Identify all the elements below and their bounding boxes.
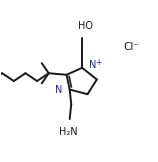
Text: H₂N: H₂N bbox=[59, 127, 77, 137]
Text: +: + bbox=[95, 58, 101, 67]
Text: Cl⁻: Cl⁻ bbox=[124, 42, 140, 52]
Text: N: N bbox=[55, 85, 63, 95]
Text: HO: HO bbox=[78, 21, 93, 31]
Text: N: N bbox=[89, 60, 97, 70]
